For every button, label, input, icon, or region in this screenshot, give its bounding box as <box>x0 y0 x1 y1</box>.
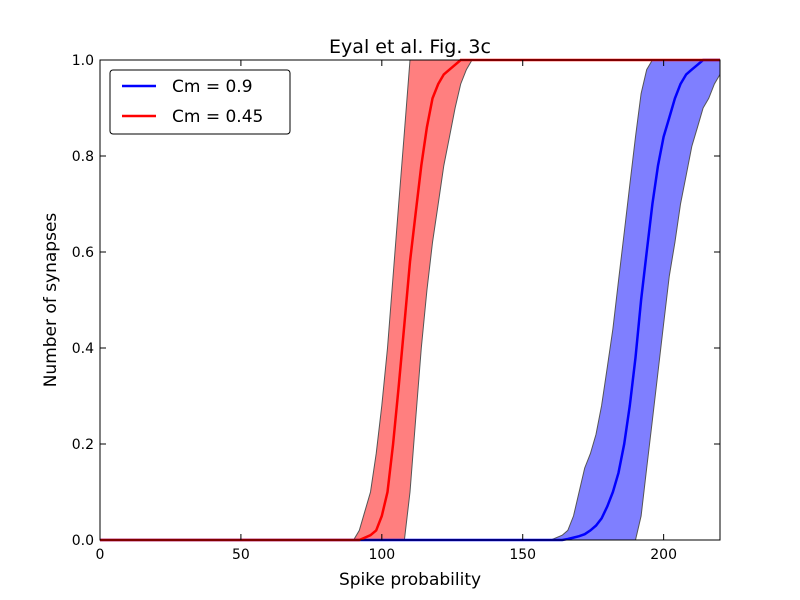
chart-title: Eyal et al. Fig. 3c <box>329 36 491 58</box>
x-axis-title: Spike probability <box>339 570 481 590</box>
x-tick-label: 50 <box>232 547 250 563</box>
line-series-0 <box>100 58 720 542</box>
y-tick-label: 1.0 <box>72 53 94 69</box>
legend: Cm = 0.9 Cm = 0.45 <box>109 69 291 135</box>
x-tick-label: 100 <box>368 547 395 563</box>
series-lines <box>100 58 720 542</box>
x-tick-label: 200 <box>650 547 677 563</box>
x-axis-ticks: 0 50 100 150 200 <box>96 60 677 563</box>
legend-label-cm045: Cm = 0.45 <box>172 107 263 127</box>
y-axis-ticks: 0.0 0.2 0.4 0.6 0.8 1.0 <box>72 53 720 549</box>
y-tick-label: 0.2 <box>72 437 94 453</box>
y-tick-label: 0.0 <box>72 533 94 549</box>
y-tick-label: 0.4 <box>72 341 94 357</box>
x-tick-label: 150 <box>509 547 536 563</box>
y-tick-label: 0.8 <box>72 149 94 165</box>
line-series-1 <box>100 58 720 542</box>
plot-frame <box>99 59 721 541</box>
x-tick-label: 0 <box>96 547 105 563</box>
y-tick-label: 0.6 <box>72 245 94 261</box>
y-axis-title: Number of synapses <box>41 213 61 388</box>
legend-label-cm09: Cm = 0.9 <box>172 77 253 97</box>
